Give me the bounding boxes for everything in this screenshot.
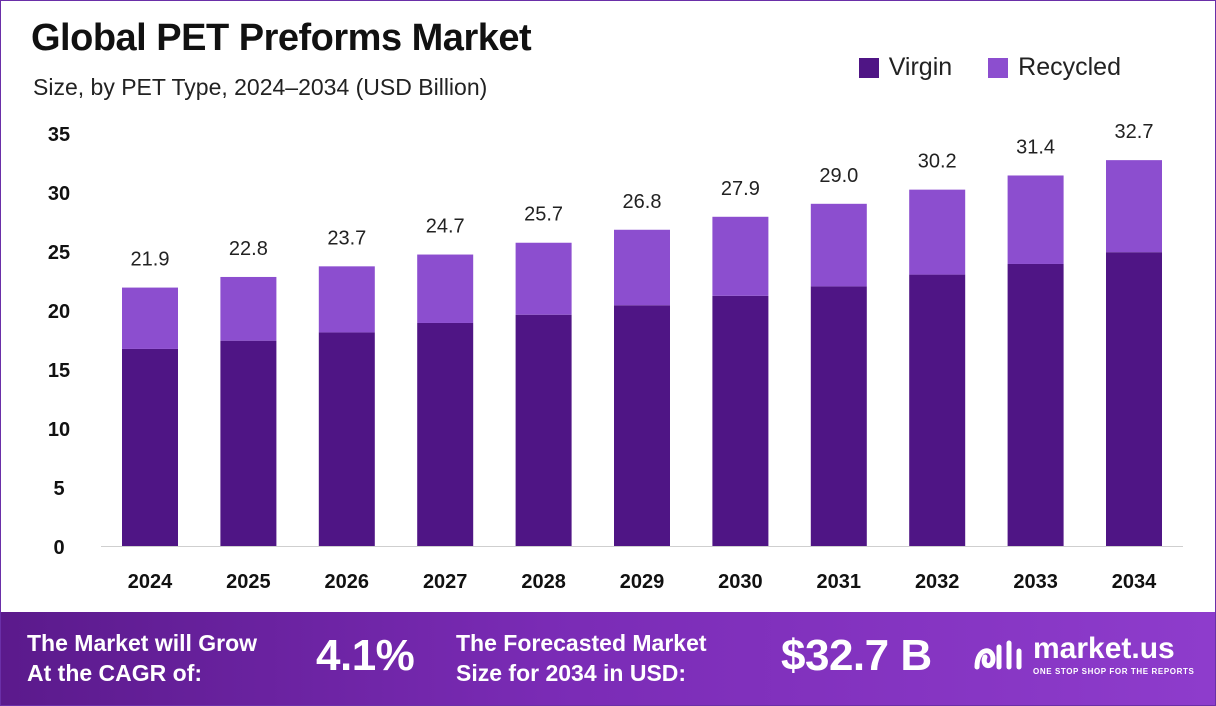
x-tick-label: 2030 — [718, 571, 763, 593]
data-label-total-2030: 27.9 — [721, 178, 760, 200]
bar-recycled-2034 — [1106, 160, 1162, 253]
cagr-label-line1: The Market will Grow — [27, 630, 258, 656]
bar-virgin-2029 — [614, 305, 670, 546]
bar-recycled-2027 — [417, 254, 474, 323]
legend-label-recycled: Recycled — [1018, 53, 1121, 81]
y-tick-label: 15 — [48, 360, 70, 382]
data-label-total-2024: 21.9 — [131, 249, 170, 271]
bar-recycled-2033 — [1007, 175, 1064, 264]
legend-swatch-virgin — [858, 57, 879, 78]
data-label-total-2031: 29.0 — [819, 165, 858, 187]
data-label-total-2034: 32.7 — [1115, 121, 1154, 143]
x-tick-label: 2025 — [226, 571, 271, 593]
x-tick-label: 2033 — [1013, 571, 1058, 593]
market-us-logo-icon — [974, 640, 1022, 670]
chart-subtitle: Size, by PET Type, 2024–2034 (USD Billio… — [33, 74, 488, 100]
brand-text: market.us ONE STOP SHOP FOR THE REPORTS — [1033, 632, 1195, 677]
bar-recycled-2025 — [220, 276, 277, 341]
forecast-label: The Forecasted Market Size for 2034 in U… — [456, 628, 707, 688]
brand-logo: market.us ONE STOP SHOP FOR THE REPORTS — [973, 634, 1194, 676]
data-label-total-2026: 23.7 — [327, 227, 366, 249]
bar-virgin-2027 — [417, 322, 474, 546]
y-tick-label: 25 — [48, 242, 70, 264]
bar-recycled-2031 — [810, 203, 867, 287]
bar-recycled-2028 — [515, 242, 572, 315]
cagr-label-line2: At the CAGR of: — [27, 660, 203, 686]
cagr-value: 4.1% — [316, 631, 415, 680]
y-tick-label: 20 — [48, 301, 70, 323]
bar-virgin-2028 — [515, 314, 572, 546]
data-label-total-2028: 25.7 — [524, 204, 563, 226]
x-tick-label: 2032 — [915, 571, 960, 593]
bar-virgin-2026 — [318, 332, 375, 546]
bar-virgin-2024 — [122, 348, 178, 546]
x-tick-label: 2026 — [325, 571, 370, 593]
chart-title: Global PET Preforms Market — [31, 17, 532, 59]
forecast-label-line2: Size for 2034 in USD: — [456, 660, 687, 686]
x-tick-label: 2028 — [521, 571, 566, 593]
brand-name: market.us — [1033, 632, 1175, 665]
bar-recycled-2029 — [614, 229, 670, 306]
legend-item-virgin: Virgin — [858, 53, 953, 82]
bar-recycled-2032 — [909, 189, 966, 275]
bar-virgin-2031 — [810, 286, 867, 546]
y-tick-label: 30 — [48, 183, 70, 205]
y-tick-label: 5 — [53, 478, 64, 500]
data-label-total-2032: 30.2 — [918, 151, 957, 173]
bar-virgin-2033 — [1007, 263, 1064, 546]
bar-recycled-2024 — [122, 287, 178, 349]
bar-chart: 0510152025303521.9202422.8202523.7202624… — [48, 121, 1183, 593]
bar-virgin-2030 — [712, 295, 769, 546]
y-tick-label: 0 — [53, 537, 64, 559]
data-label-total-2029: 26.8 — [623, 191, 662, 213]
forecast-value: $32.7 B — [781, 631, 932, 680]
x-tick-label: 2024 — [128, 571, 173, 593]
legend-item-recycled: Recycled — [988, 53, 1121, 82]
x-tick-label: 2027 — [423, 571, 468, 593]
forecast-label-line1: The Forecasted Market — [456, 630, 707, 656]
bar-virgin-2025 — [220, 340, 277, 546]
brand-tagline: ONE STOP SHOP FOR THE REPORTS — [1033, 667, 1195, 676]
y-tick-label: 35 — [48, 124, 70, 146]
data-label-total-2033: 31.4 — [1016, 136, 1055, 158]
bar-virgin-2032 — [909, 274, 966, 546]
y-tick-label: 10 — [48, 419, 70, 441]
x-tick-label: 2029 — [620, 571, 665, 593]
chart-legend: Virgin Recycled — [858, 53, 1121, 82]
cagr-label: The Market will Grow At the CAGR of: — [27, 628, 257, 688]
x-tick-label: 2031 — [817, 571, 862, 593]
x-tick-label: 2034 — [1112, 571, 1157, 593]
legend-swatch-recycled — [988, 57, 1009, 78]
data-label-total-2027: 24.7 — [426, 216, 465, 238]
bar-recycled-2026 — [318, 266, 375, 333]
bar-virgin-2034 — [1106, 252, 1162, 546]
bar-recycled-2030 — [712, 216, 769, 296]
legend-label-virgin: Virgin — [888, 53, 953, 81]
summary-banner: The Market will Grow At the CAGR of: 4.1… — [1, 612, 1215, 705]
data-label-total-2025: 22.8 — [229, 238, 268, 260]
